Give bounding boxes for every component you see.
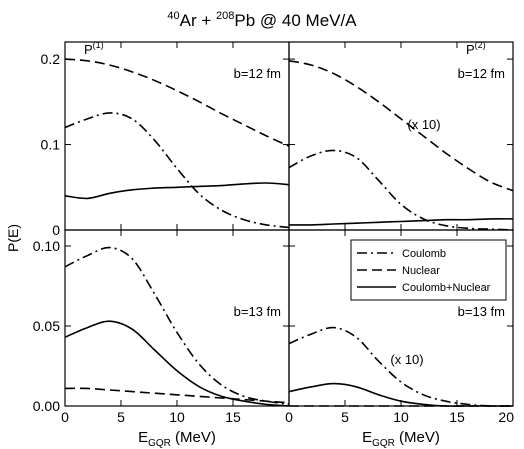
y-tick-label: 0 — [52, 222, 60, 238]
panel-top-left: 0 0.1 0.2 b=12 fm — [41, 41, 290, 238]
series-coulomb — [64, 112, 290, 229]
impact-parameter-label: b=12 fm — [458, 66, 505, 81]
x-tick-label: 15 — [449, 409, 465, 425]
x-axis-label-left: EGQR (MeV) — [138, 429, 216, 449]
x-axis-label-right-sub: GQR — [372, 438, 395, 449]
x-tick-label: 5 — [341, 409, 349, 425]
panel-bottom-right: 0 5 10 15 20b=13 fm(x 10)CoulombNuclearCoulo… — [285, 229, 514, 425]
series-coulomb — [288, 149, 514, 231]
title-pb: Pb @ 40 MeV/A — [234, 11, 357, 30]
column-label-p2: P(2) — [466, 40, 486, 57]
x-tick-label: 0 — [285, 409, 293, 425]
x-tick-label: 20 — [498, 409, 514, 425]
y-axis-label: P(E) — [5, 224, 21, 252]
legend-entry: Coulomb+Nuclear — [402, 282, 491, 294]
y-tick-label: 0.05 — [33, 318, 60, 334]
x-axis-label-left-main: E — [138, 429, 148, 446]
column-label-p1: P(1) — [84, 40, 104, 57]
series-nuclear — [64, 387, 290, 404]
panel-top-right: b=12 fm (x 10) — [288, 41, 514, 231]
scale-note: (x 10) — [390, 352, 423, 367]
series-coulomb — [64, 246, 290, 406]
series-coulomb-plus-nuclear — [288, 382, 513, 407]
x-axis-label-right-main: E — [362, 429, 372, 446]
series-coulomb-plus-nuclear — [64, 182, 290, 200]
panel-bottom-left: 0 5 10 15 0.00 0.05 0.10 b=13 fm — [33, 229, 290, 425]
x-axis-label-right-unit: (MeV) — [395, 429, 440, 446]
legend-entry: Coulomb — [402, 248, 446, 260]
y-tick-label: 0.00 — [33, 398, 60, 414]
title-mass-a: 40 — [167, 10, 179, 22]
series-nuclear — [64, 58, 290, 148]
column-label-p1-sup: (1) — [93, 40, 104, 50]
column-label-p2-main: P — [466, 42, 475, 57]
series-nuclear — [288, 60, 514, 192]
legend-entry: Nuclear — [402, 265, 440, 277]
x-tick-label: 10 — [393, 409, 409, 425]
series-coulomb — [288, 326, 514, 407]
legend: Coulomb Nuclear Coulomb+Nuclear — [350, 239, 507, 301]
y-tick-label: 0.1 — [41, 137, 61, 153]
x-axis-label-right: EGQR (MeV) — [362, 429, 440, 449]
series-coulomb-plus-nuclear — [64, 320, 290, 407]
column-label-p1-main: P — [84, 42, 93, 57]
scale-note: (x 10) — [407, 117, 440, 132]
title-mass-b: 208 — [216, 10, 234, 22]
impact-parameter-label: b=13 fm — [458, 304, 505, 319]
column-label-p2-sup: (2) — [475, 40, 486, 50]
y-tick-label: 0.10 — [33, 238, 60, 254]
x-tick-label: 5 — [117, 409, 125, 425]
x-axis-label-left-unit: (MeV) — [171, 429, 216, 446]
y-tick-label: 0.2 — [41, 51, 61, 67]
series-coulomb-plus-nuclear — [288, 218, 514, 226]
figure-title: 40Ar + 208Pb @ 40 MeV/A — [167, 10, 357, 30]
impact-parameter-label: b=12 fm — [234, 66, 281, 81]
x-tick-label: 10 — [169, 409, 185, 425]
impact-parameter-label: b=13 fm — [234, 304, 281, 319]
x-tick-label: 15 — [225, 409, 241, 425]
title-ar: Ar + — [180, 11, 216, 30]
panels: 0 0.1 0.2 b=12 fm b=12 fm (x 10) 0 5 10 15 0.00 0.0… — [33, 41, 514, 425]
x-tick-label: 0 — [61, 409, 69, 425]
x-axis-label-left-sub: GQR — [148, 438, 171, 449]
